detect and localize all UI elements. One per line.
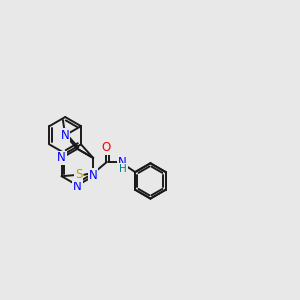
Text: N: N xyxy=(61,129,70,142)
Text: H: H xyxy=(118,164,126,174)
Text: S: S xyxy=(75,168,82,181)
Text: N: N xyxy=(73,180,82,193)
Text: N: N xyxy=(57,152,66,164)
Text: N: N xyxy=(118,156,127,169)
Text: O: O xyxy=(102,141,111,154)
Text: N: N xyxy=(89,169,98,182)
